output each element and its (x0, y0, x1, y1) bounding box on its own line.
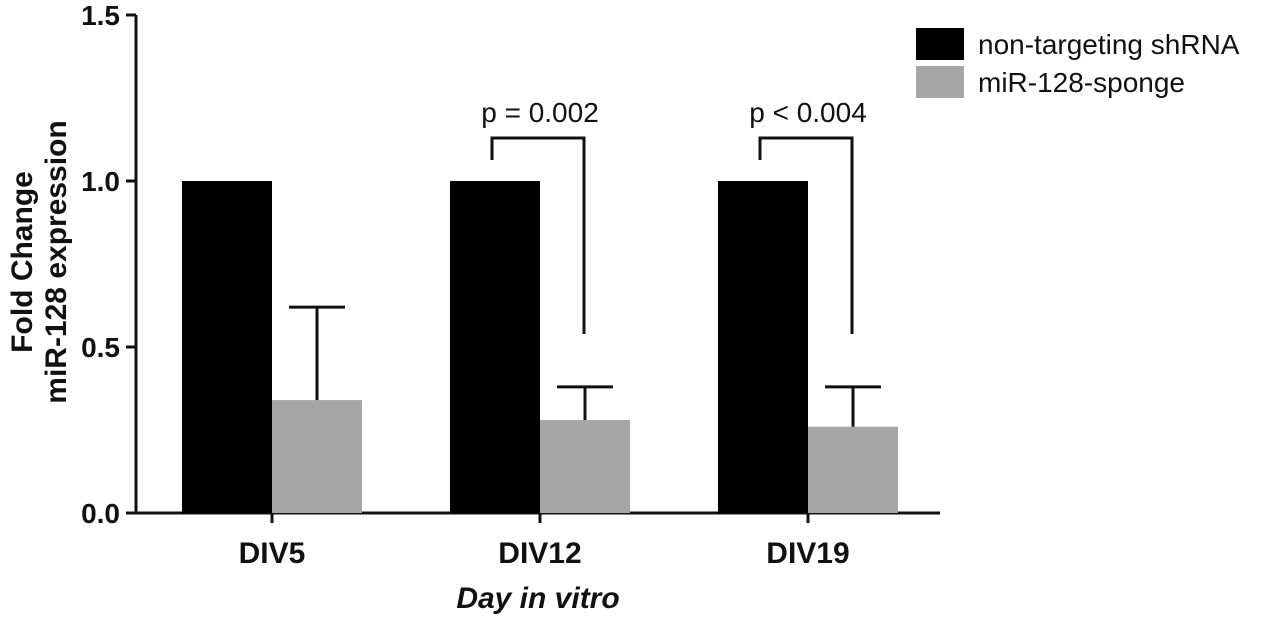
bar (808, 426, 898, 513)
bar (272, 400, 362, 513)
significance-annotations: p = 0.002 p < 0.004 (481, 97, 867, 334)
y-tick-label: 1.0 (81, 166, 120, 197)
legend-swatch (916, 66, 964, 98)
axes: 0.0 0.5 1.0 1.5 DIV5 DIV12 DIV19 (81, 0, 940, 570)
y-tick-label: 0.0 (81, 498, 120, 529)
legend-label: non-targeting shRNA (978, 29, 1240, 60)
p-value-label: p < 0.004 (749, 97, 867, 128)
y-axis-title-line-2: miR-128 expression (40, 120, 73, 403)
bars (182, 181, 898, 513)
x-tick-label: DIV5 (239, 537, 306, 570)
x-axis-title: Day in vitro (456, 582, 619, 615)
bar (718, 181, 808, 513)
legend-label: miR-128-sponge (978, 67, 1185, 98)
significance-bracket (758, 136, 854, 334)
x-tick-label: DIV12 (498, 537, 581, 570)
bar (540, 420, 630, 513)
legend-swatch (916, 28, 964, 60)
y-tick-label: 0.5 (81, 332, 120, 363)
x-tick-label: DIV19 (766, 537, 849, 570)
y-tick-label: 1.5 (81, 0, 120, 31)
bar (450, 181, 540, 513)
significance-bracket (490, 136, 586, 334)
p-value-label: p = 0.002 (481, 97, 599, 128)
y-axis-title-line-1: Fold Change (6, 171, 39, 353)
legend: non-targeting shRNA miR-128-sponge (916, 28, 1240, 98)
y-axis-title: Fold Change miR-128 expression (6, 120, 73, 403)
bar (182, 181, 272, 513)
